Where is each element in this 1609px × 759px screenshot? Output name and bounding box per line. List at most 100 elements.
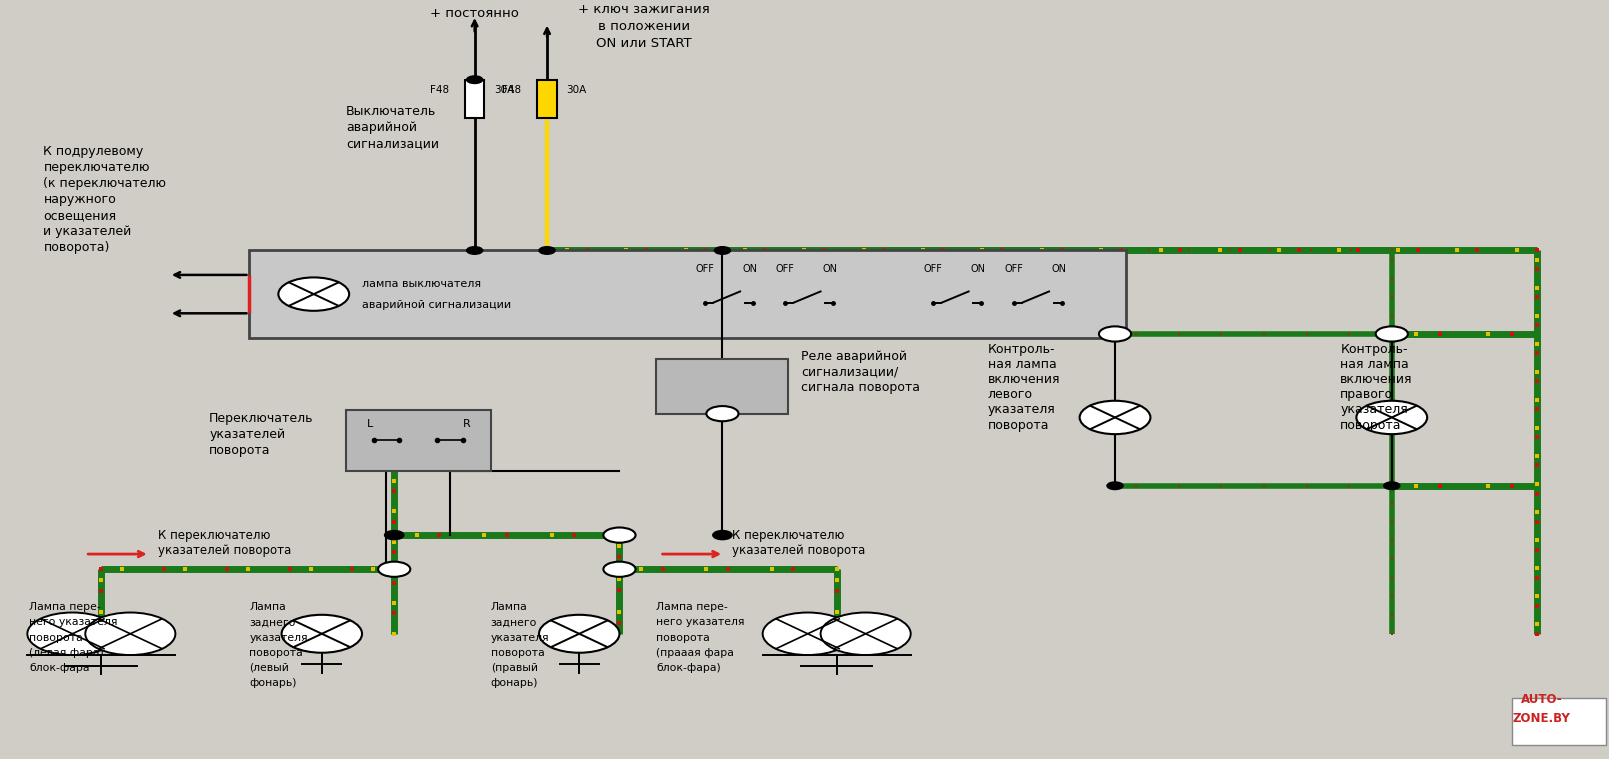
Circle shape (763, 613, 853, 655)
Text: Выключатель: Выключатель (346, 105, 436, 118)
Text: ON: ON (822, 264, 838, 274)
Text: ON или START: ON или START (595, 36, 692, 50)
Text: поворота: поворота (656, 632, 710, 643)
Text: 30A: 30A (494, 84, 515, 95)
Text: 30A: 30A (566, 84, 587, 95)
Text: Контроль-: Контроль- (988, 342, 1056, 356)
Text: заднего: заднего (491, 617, 537, 628)
Circle shape (1107, 482, 1123, 490)
Circle shape (85, 613, 175, 655)
Circle shape (27, 613, 117, 655)
Text: Лампа пере-: Лампа пере- (29, 602, 101, 613)
Circle shape (714, 247, 730, 254)
Text: AUTO-: AUTO- (1521, 693, 1562, 707)
Circle shape (278, 277, 349, 310)
Text: включения: включения (988, 373, 1060, 386)
Text: OFF: OFF (776, 264, 795, 274)
Text: ON: ON (970, 264, 986, 274)
Text: ON: ON (1051, 264, 1067, 274)
Bar (346, 410, 491, 471)
Circle shape (713, 531, 732, 540)
Text: поворота: поворота (249, 647, 302, 658)
Text: ON: ON (742, 264, 758, 274)
Text: включения: включения (1340, 373, 1413, 386)
Text: аварийной: аварийной (346, 121, 417, 134)
Text: Контроль-: Контроль- (1340, 342, 1408, 356)
Circle shape (539, 247, 555, 254)
Text: (правый: (правый (491, 663, 537, 673)
Text: + постоянно: + постоянно (430, 7, 520, 20)
Circle shape (539, 615, 619, 653)
Bar (249, 250, 1126, 338)
Text: ная лампа: ная лампа (988, 357, 1057, 371)
Text: в положении: в положении (597, 20, 690, 33)
Text: указателя: указателя (1340, 403, 1408, 417)
Text: F48: F48 (430, 84, 449, 95)
Text: поворота: поворота (1340, 418, 1401, 432)
Text: ZONE.BY: ZONE.BY (1512, 711, 1570, 725)
Circle shape (706, 406, 739, 421)
Text: указателя: указателя (491, 632, 549, 643)
Text: F48: F48 (502, 84, 521, 95)
Text: блок-фара: блок-фара (29, 663, 90, 673)
Text: OFF: OFF (695, 264, 714, 274)
Text: К подрулевому: К подрулевому (43, 145, 143, 159)
Text: поворота): поворота) (43, 241, 109, 254)
Circle shape (603, 562, 636, 577)
Text: Переключатель: Переключатель (209, 412, 314, 426)
Bar (465, 80, 484, 118)
Text: него указателя: него указателя (656, 617, 745, 628)
Text: него указателя: него указателя (29, 617, 117, 628)
Text: Лампа: Лампа (491, 602, 528, 613)
Text: (левая фара): (левая фара) (29, 647, 103, 658)
Bar (1512, 698, 1606, 745)
Text: Лампа пере-: Лампа пере- (656, 602, 729, 613)
Text: поворота: поворота (29, 632, 82, 643)
Text: указателей: указателей (209, 428, 285, 442)
Bar (537, 80, 557, 118)
Text: блок-фара): блок-фара) (656, 663, 721, 673)
Circle shape (378, 562, 410, 577)
Text: (прааая фара: (прааая фара (656, 647, 734, 658)
Text: указателей поворота: указателей поворота (732, 543, 866, 557)
Text: сигнала поворота: сигнала поворота (801, 380, 920, 394)
Text: фонарь): фонарь) (491, 678, 539, 688)
Text: сигнализации/: сигнализации/ (801, 365, 898, 379)
Text: и указателей: и указателей (43, 225, 132, 238)
Text: указателей поворота: указателей поворота (158, 543, 291, 557)
Text: Реле аварийной: Реле аварийной (801, 350, 907, 364)
Text: К переключателю: К переключателю (158, 528, 270, 542)
Text: OFF: OFF (924, 264, 943, 274)
Text: (к переключателю: (к переключателю (43, 177, 166, 191)
Circle shape (1384, 482, 1400, 490)
Text: R: R (462, 419, 470, 429)
Text: поворота: поворота (491, 647, 544, 658)
Text: ная лампа: ная лампа (1340, 357, 1409, 371)
Text: освещения: освещения (43, 209, 116, 222)
Circle shape (467, 76, 483, 83)
Circle shape (1099, 326, 1131, 342)
Text: наружного: наружного (43, 193, 116, 206)
Bar (656, 359, 788, 414)
Text: левого: левого (988, 388, 1033, 402)
Text: фонарь): фонарь) (249, 678, 298, 688)
Text: указателя: указателя (988, 403, 1056, 417)
Circle shape (1376, 326, 1408, 342)
Text: L: L (367, 419, 373, 429)
Circle shape (467, 247, 483, 254)
Circle shape (385, 531, 404, 540)
Text: аварийной сигнализации: аварийной сигнализации (362, 300, 512, 310)
Circle shape (603, 528, 636, 543)
Text: поворота: поворота (209, 444, 270, 458)
Text: OFF: OFF (1004, 264, 1023, 274)
Text: (левый: (левый (249, 663, 290, 673)
Text: правого: правого (1340, 388, 1393, 402)
Text: переключателю: переключателю (43, 161, 150, 175)
Text: заднего: заднего (249, 617, 296, 628)
Text: указателя: указателя (249, 632, 307, 643)
Circle shape (1080, 401, 1150, 434)
Text: Лампа: Лампа (249, 602, 286, 613)
Circle shape (821, 613, 911, 655)
Circle shape (1356, 401, 1427, 434)
Text: лампа выключателя: лампа выключателя (362, 279, 481, 288)
